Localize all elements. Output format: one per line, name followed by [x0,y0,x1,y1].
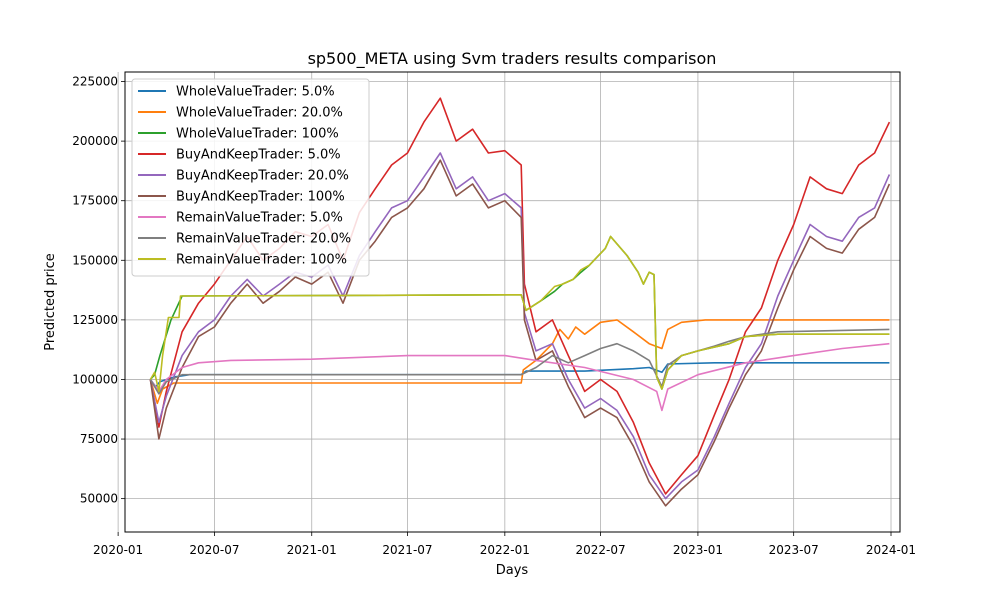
legend-label: WholeValueTrader: 100% [176,127,339,142]
legend-label: BuyAndKeepTrader: 5.0% [176,148,341,163]
y-tick-label: 125000 [72,313,118,327]
x-axis-ticks: 2020-01 2020-07 2021-01 2021-07 2022-01 2022-… [93,532,916,557]
y-tick-label: 175000 [72,194,118,208]
legend-label: WholeValueTrader: 20.0% [176,106,343,121]
series-line [149,319,890,405]
y-tick-label: 150000 [72,253,118,267]
y-tick-label: 200000 [72,134,118,148]
legend-label: RemainValueTrader: 20.0% [176,232,351,247]
x-tick-label: 2020-01 [93,543,143,557]
legend-label: BuyAndKeepTrader: 100% [176,190,345,205]
series-line [149,362,890,388]
plot-frame [124,71,901,533]
x-tick-label: 2023-01 [673,543,723,557]
x-tick-label: 2020-07 [189,543,239,557]
legend-box [131,78,370,277]
y-axis-ticks: 50000 75000 100000 125000 150000 175000 200000… [72,75,125,506]
legend-label: WholeValueTrader: 5.0% [176,85,335,100]
x-tick-label: 2024-01 [866,543,916,557]
x-tick-label: 2023-07 [769,543,819,557]
x-tick-label: 2021-01 [287,543,337,557]
series-line [149,235,890,393]
series-line [149,159,891,507]
legend-label: RemainValueTrader: 100% [176,253,347,268]
legend: WholeValueTrader: 5.0% WholeValueTrader: … [131,78,370,277]
y-tick-label: 100000 [72,372,118,386]
legend-label: RemainValueTrader: 5.0% [176,211,343,226]
y-tick-label: 50000 [80,492,118,506]
y-tick-label: 225000 [72,75,118,89]
series-line [149,328,890,395]
series-line [149,342,890,412]
x-axis-label: Days [496,563,529,578]
x-tick-label: 2022-01 [480,543,530,557]
x-tick-label: 2022-07 [576,543,626,557]
legend-label: BuyAndKeepTrader: 20.0% [176,169,349,184]
chart-title: sp500_META using Svm traders results com… [308,49,717,69]
y-axis-label: Predicted price [43,253,58,351]
x-tick-label: 2021-07 [382,543,432,557]
y-tick-label: 75000 [80,432,118,446]
